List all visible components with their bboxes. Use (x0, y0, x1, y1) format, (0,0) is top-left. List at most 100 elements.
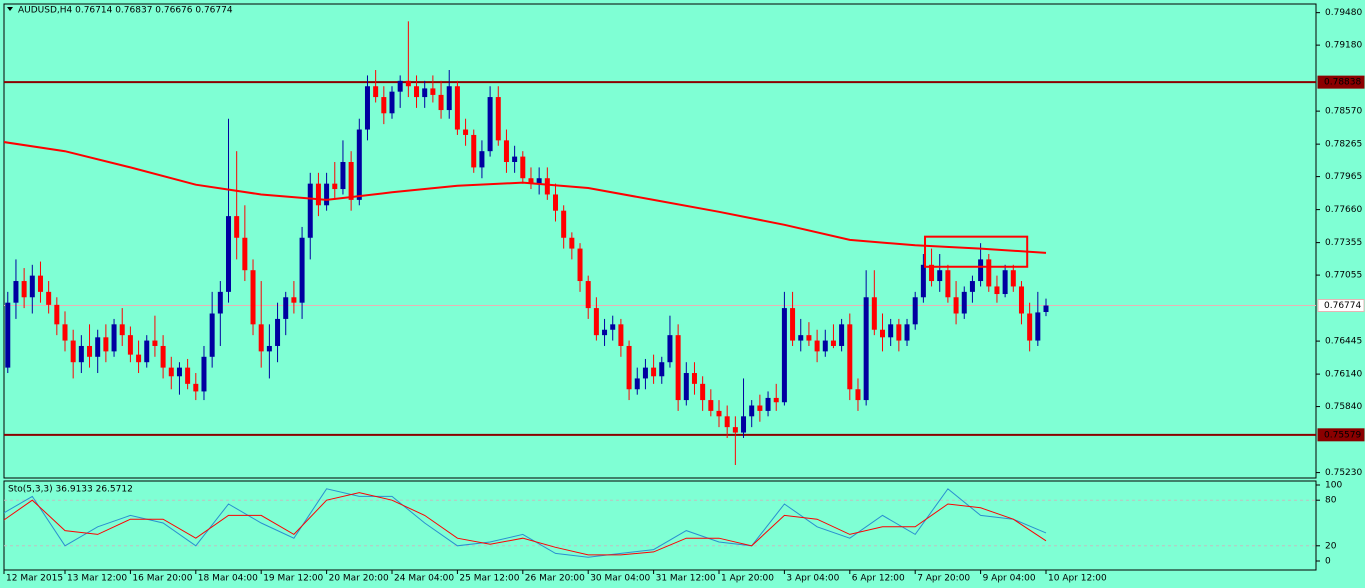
candle-body (618, 324, 624, 346)
x-tick-label: 10 Apr 12:00 (1048, 574, 1107, 584)
candle-body (479, 151, 485, 168)
indicator-line (4, 492, 1047, 556)
candle-body (863, 297, 869, 401)
candle-body (716, 410, 722, 417)
candle-body (667, 335, 673, 363)
candle-body (46, 291, 52, 305)
candle-body (1035, 312, 1041, 341)
candle-body (152, 340, 158, 346)
candle-body (512, 156, 518, 162)
candle-body (945, 270, 951, 298)
candle-body (986, 259, 992, 287)
indicator-plot (4, 488, 1316, 558)
candle-body (438, 94, 444, 111)
candle-body (953, 297, 959, 314)
candle-body (790, 308, 796, 341)
price-level-label: 0.75579 (1324, 430, 1361, 440)
candle-body (307, 183, 313, 238)
x-tick-label: 26 Mar 20:00 (525, 574, 585, 584)
candle-body (463, 129, 469, 135)
candle-body (642, 367, 648, 379)
candle-body (553, 194, 558, 211)
candle-body (888, 324, 894, 338)
x-tick-label: 7 Apr 20:00 (917, 574, 970, 584)
candle-body (127, 335, 133, 355)
candle-body (561, 210, 567, 238)
candle-body (577, 248, 583, 282)
price-level-label: 0.76774 (1324, 301, 1361, 311)
price-level-box (1317, 428, 1365, 442)
candle-body (315, 183, 321, 206)
candle-body (340, 162, 346, 190)
y-tick-label: 0.79480 (1325, 8, 1362, 18)
candle-body (969, 281, 975, 292)
y-tick-label: 0.75230 (1325, 468, 1362, 478)
candle-body (111, 324, 117, 352)
candle-body (414, 86, 420, 98)
x-tick-label: 19 Mar 12:00 (263, 574, 323, 584)
candle-body (119, 324, 125, 336)
candle-body (348, 162, 354, 200)
price-level-box (1317, 75, 1365, 89)
candle-body (5, 302, 11, 368)
candle-body (258, 324, 264, 352)
candle-body (773, 397, 779, 403)
candle-body (405, 80, 411, 87)
candle-body (70, 340, 76, 363)
indicator-tick-label: 100 (1325, 481, 1342, 491)
candle-body (961, 291, 967, 314)
candle-body (855, 389, 861, 401)
candle-body (495, 97, 501, 141)
candle-body (626, 345, 632, 390)
candle-body (1002, 270, 1008, 295)
candle-body (691, 373, 697, 384)
candle-body (397, 80, 403, 92)
candle-body (373, 86, 379, 98)
candle-body (226, 216, 231, 292)
candle-body (781, 308, 787, 403)
candle-body (708, 400, 714, 411)
candle-body (144, 340, 150, 363)
candle-body (994, 286, 1000, 295)
x-tick-label: 6 Apr 12:00 (852, 574, 905, 584)
candle-body (749, 405, 755, 417)
candle-body (675, 335, 681, 401)
x-tick-label: 24 Mar 04:00 (394, 574, 454, 584)
candle-body (389, 91, 395, 114)
candle-body (732, 427, 738, 433)
candle-body (896, 324, 902, 341)
indicator-tick-label: 80 (1325, 496, 1337, 506)
y-tick-label: 0.76445 (1325, 337, 1362, 347)
candle-body (283, 297, 289, 319)
y-tick-label: 0.75840 (1325, 402, 1362, 412)
candle-body (847, 324, 853, 390)
x-tick-label: 25 Mar 12:00 (459, 574, 519, 584)
x-tick-label: 13 Mar 12:00 (67, 574, 127, 584)
candle-body (471, 134, 477, 168)
candle-body (299, 237, 305, 303)
axes: 0.79480 0.79180 0.78570 0.78265 0.77965 0.776… (3, 8, 1365, 584)
candle-body (822, 340, 828, 352)
y-tick-label: 0.77660 (1325, 205, 1362, 215)
candle-body (103, 337, 109, 352)
candle-body (136, 354, 142, 363)
candle-body (324, 183, 330, 206)
candle-body (37, 275, 43, 292)
candle-body (201, 356, 207, 392)
candle-body (700, 383, 706, 401)
x-tick-label: 18 Mar 04:00 (198, 574, 258, 584)
candle-body (234, 216, 240, 238)
candle-body (912, 297, 918, 325)
candle-body (430, 88, 436, 95)
moving-average (4, 141, 1047, 254)
candle-body (871, 297, 877, 330)
menu-arrow[interactable] (7, 7, 13, 11)
candle-body (160, 345, 166, 368)
x-tick-label: 30 Mar 04:00 (590, 574, 650, 584)
y-tick-label: 0.76140 (1325, 370, 1362, 380)
candle-body (920, 264, 926, 298)
y-tick-label: 0.77965 (1325, 172, 1362, 182)
candle-body (610, 324, 616, 330)
candle-body (422, 88, 428, 98)
